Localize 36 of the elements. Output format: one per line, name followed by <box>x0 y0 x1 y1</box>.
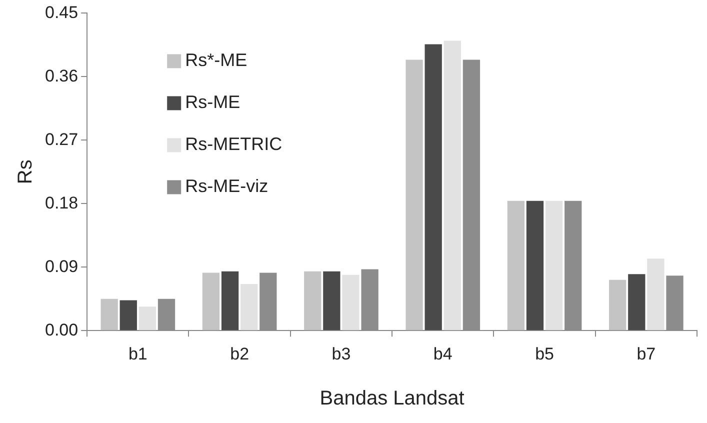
y-tick-label: 0.27 <box>44 130 78 149</box>
bar <box>545 200 563 330</box>
bar <box>507 200 525 330</box>
x-tick-label: b1 <box>128 344 148 364</box>
x-tick-label: b2 <box>230 344 250 364</box>
bar <box>609 280 626 330</box>
bar <box>628 274 646 330</box>
bar <box>406 60 423 330</box>
x-tick-label: b4 <box>433 344 452 364</box>
y-axis-title: Rs <box>14 160 37 184</box>
y-tick-label: 0.09 <box>44 256 78 276</box>
legend-label: Rs-ME <box>185 92 240 112</box>
bar <box>120 300 137 330</box>
bar <box>304 271 322 330</box>
bar <box>240 284 258 330</box>
bar <box>424 44 442 330</box>
legend-label: Rs-ME-viz <box>185 176 268 196</box>
legend-label: Rs-METRIC <box>185 134 282 154</box>
bar <box>202 272 220 330</box>
bar <box>444 40 461 330</box>
y-tick-label: 0.00 <box>44 320 78 340</box>
x-tick-label: b3 <box>332 344 351 364</box>
legend-label: Rs*-ME <box>185 50 248 70</box>
y-tick-label: 0.45 <box>44 2 78 22</box>
bar <box>138 306 156 330</box>
bar <box>342 274 360 330</box>
bar <box>323 271 340 330</box>
bar <box>526 200 544 330</box>
x-axis-title: Bandas Landsat <box>320 388 465 410</box>
bar <box>100 298 118 330</box>
y-tick-label: 0.36 <box>44 66 78 86</box>
x-tick-label: b7 <box>636 344 656 364</box>
y-tick-label: 0.18 <box>44 193 78 212</box>
bar <box>221 271 239 330</box>
x-tick-label: b5 <box>535 344 554 364</box>
bar <box>647 258 664 330</box>
